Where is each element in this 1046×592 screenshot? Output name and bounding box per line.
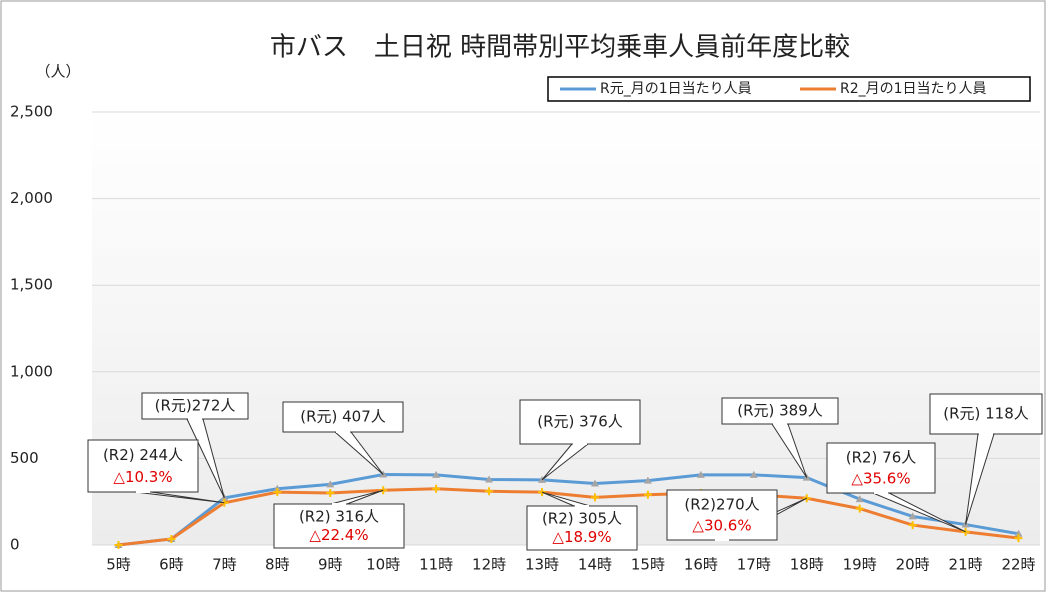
- x-tick-label: 18時: [790, 556, 824, 574]
- y-tick-label: 1,500: [10, 276, 53, 294]
- marker: [908, 512, 917, 520]
- x-tick-label: 13時: [525, 556, 559, 574]
- callout-text: (R2) 244人: [103, 446, 183, 464]
- callout-pointer: [965, 433, 995, 525]
- legend-label: R元_月の1日当たり人員: [600, 81, 752, 97]
- marker: [696, 470, 705, 478]
- marker: [643, 490, 652, 499]
- callout-pointer: [134, 491, 225, 504]
- callout-text: (R元) 389人: [737, 402, 823, 420]
- data-line: [118, 473, 1019, 547]
- callout-change: △35.6%: [851, 470, 910, 488]
- marker: [1014, 534, 1023, 543]
- callout-box: [826, 442, 936, 494]
- x-tick-label: 16時: [684, 556, 718, 574]
- marker: [432, 470, 441, 478]
- callout-change: △30.6%: [692, 517, 751, 535]
- x-tick-label: 8時: [265, 556, 290, 574]
- callout-text: (R元) 118人: [943, 405, 1029, 423]
- marker: [855, 504, 864, 513]
- chart-title: 市バス 土日祝 時間帯別平均乗車人員前年度比較: [270, 33, 850, 63]
- callout-text: (R元) 407人: [300, 408, 386, 426]
- callout-box: [526, 505, 638, 551]
- x-tick-label: 15時: [631, 556, 665, 574]
- callout-pointer: [186, 418, 225, 499]
- callout-box: [929, 393, 1043, 435]
- callout-pointer: [541, 443, 589, 481]
- x-tick-label: 6時: [159, 556, 184, 574]
- marker: [432, 484, 441, 493]
- callout-text: (R2) 76人: [846, 449, 917, 467]
- callout-pointer: [330, 489, 384, 505]
- callout-text: (R元)272人: [155, 397, 236, 415]
- x-tick-label: 12時: [472, 556, 506, 574]
- x-tick-label: 19時: [843, 556, 877, 574]
- marker: [326, 489, 335, 498]
- y-tick-label: 2,000: [10, 189, 53, 207]
- y-axis-label: （人）: [35, 63, 80, 81]
- x-tick-label: 17時: [737, 556, 771, 574]
- x-tick-label: 20時: [896, 556, 930, 574]
- marker: [590, 479, 599, 487]
- callout-pointer: [872, 492, 966, 533]
- callout-box: [87, 439, 199, 493]
- x-tick-label: 21時: [949, 556, 983, 574]
- callout-pointer: [771, 423, 808, 478]
- marker: [1014, 529, 1023, 537]
- x-tick-label: 7時: [212, 556, 237, 574]
- callout-box: [273, 503, 405, 549]
- marker: [273, 488, 282, 497]
- y-tick-label: 2,500: [10, 103, 53, 121]
- marker: [485, 475, 494, 483]
- x-tick-label: 22時: [1001, 556, 1035, 574]
- y-tick-label: 1,000: [10, 362, 53, 380]
- marker: [485, 487, 494, 496]
- x-tick-label: 10時: [366, 556, 400, 574]
- callout-text: (R2) 305人: [542, 510, 622, 528]
- marker: [643, 476, 652, 484]
- callout-pointer: [541, 491, 591, 507]
- callout-pointer: [334, 431, 384, 475]
- marker: [749, 470, 758, 478]
- marker: [114, 541, 123, 549]
- x-tick-label: 5時: [106, 556, 131, 574]
- callout-text: (R元) 376人: [537, 413, 623, 431]
- x-tick-label: 11時: [419, 556, 453, 574]
- callout-text: (R2)270人: [684, 496, 759, 514]
- callout-box: [721, 397, 839, 425]
- callout-box: [519, 399, 641, 445]
- data-line: [118, 487, 1019, 547]
- legend: [547, 76, 1031, 102]
- marker: [908, 521, 917, 530]
- callout-change: △22.4%: [309, 526, 368, 544]
- x-tick-label: 14時: [578, 556, 612, 574]
- callout-change: △18.9%: [552, 528, 611, 546]
- callout-box: [141, 392, 249, 420]
- marker: [326, 480, 335, 488]
- y-tick-label: 0: [10, 536, 20, 554]
- callout-change: △10.3%: [113, 468, 172, 486]
- callout-text: (R2) 316人: [299, 508, 379, 526]
- marker: [855, 495, 864, 503]
- y-tick-label: 500: [10, 449, 39, 467]
- legend-label: R2_月の1日当たり人員: [840, 81, 987, 97]
- x-tick-label: 9時: [318, 556, 343, 574]
- marker: [167, 534, 176, 543]
- marker: [590, 493, 599, 502]
